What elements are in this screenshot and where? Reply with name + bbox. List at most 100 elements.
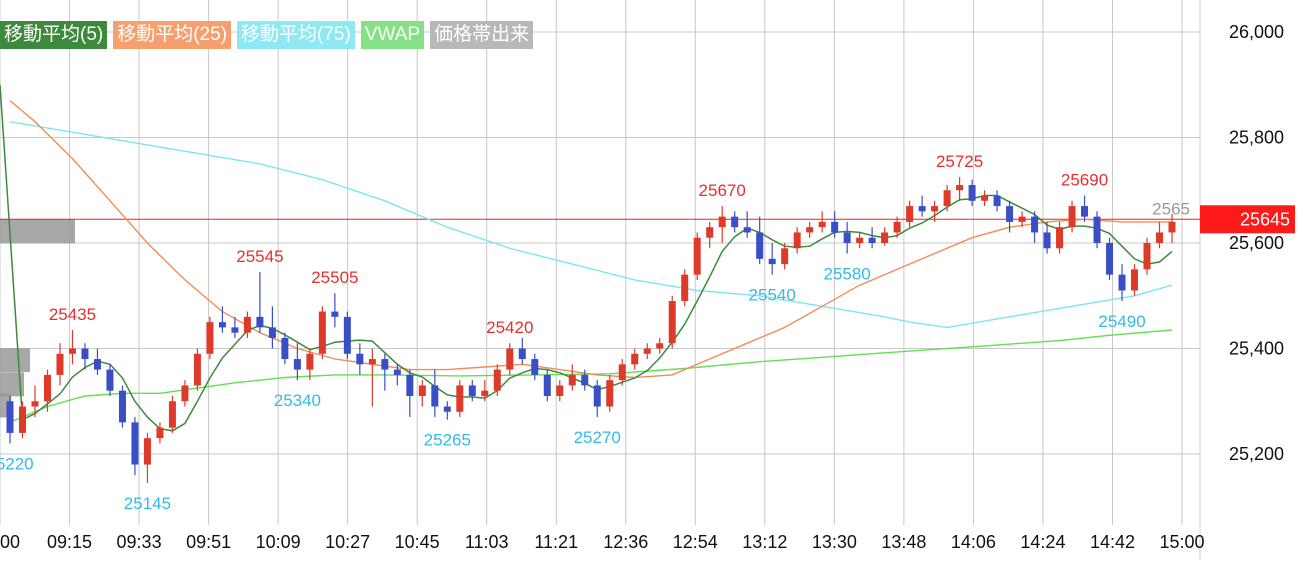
candle[interactable] [868,227,876,249]
candle[interactable] [1143,237,1151,275]
candle[interactable] [943,184,951,212]
candle[interactable] [1168,213,1176,243]
candle[interactable] [6,395,14,444]
candle[interactable] [806,221,814,238]
candle[interactable] [181,380,189,407]
candle[interactable] [456,380,464,418]
candle[interactable] [631,348,639,370]
candle[interactable] [1118,264,1126,302]
candle[interactable] [306,348,314,381]
candle[interactable] [656,337,664,354]
candle[interactable] [43,369,51,412]
candle[interactable] [281,332,289,365]
candle[interactable] [231,316,239,338]
candle[interactable] [31,385,39,418]
candle[interactable] [143,432,151,484]
candle[interactable] [568,364,576,391]
candle[interactable] [556,380,564,402]
candle[interactable] [681,269,689,307]
legend-item-volume-profile[interactable]: 価格帯出来 [430,21,534,49]
candle[interactable] [693,232,701,280]
candle[interactable] [531,353,539,381]
candle[interactable] [81,343,89,370]
candle[interactable] [1106,237,1114,280]
candle[interactable] [981,190,989,207]
candle[interactable] [93,348,101,375]
candle[interactable] [743,211,751,238]
candle[interactable] [268,306,276,349]
candle[interactable] [1131,264,1139,296]
candle[interactable] [781,243,789,270]
candle[interactable] [431,369,439,418]
candle[interactable] [381,353,389,391]
candle[interactable] [906,200,914,228]
candle[interactable] [706,221,714,249]
candles[interactable] [6,177,1176,484]
candle[interactable] [793,227,801,254]
candle[interactable] [106,364,114,396]
candle[interactable] [243,311,251,338]
candle[interactable] [1043,221,1051,254]
candle[interactable] [393,364,401,386]
candle[interactable] [1006,200,1014,233]
legend-item-ma5[interactable]: 移動平均(5) [0,21,108,49]
candle[interactable] [768,243,776,275]
candle[interactable] [756,216,764,265]
candle[interactable] [643,343,651,360]
candle[interactable] [293,343,301,381]
candle[interactable] [318,306,326,360]
candle[interactable] [443,401,451,420]
candle[interactable] [818,211,826,233]
candle[interactable] [1081,195,1089,222]
candle[interactable] [1156,221,1164,249]
candle[interactable] [543,369,551,402]
candle[interactable] [843,221,851,254]
candle[interactable] [68,330,76,365]
candle[interactable] [406,369,414,418]
candle[interactable] [56,343,64,386]
candle[interactable] [731,211,739,233]
candle[interactable] [581,369,589,391]
candle[interactable] [1031,211,1039,243]
candle[interactable] [956,177,964,201]
candle[interactable] [331,293,339,328]
candle[interactable] [668,295,676,349]
candle[interactable] [918,195,926,217]
legend-item-ma75[interactable]: 移動平均(75) [237,21,355,49]
candle[interactable] [831,211,839,238]
candle[interactable] [968,179,976,207]
candle[interactable] [606,374,614,412]
candle[interactable] [168,395,176,433]
candle[interactable] [1068,200,1076,233]
candle[interactable] [718,206,726,243]
candle[interactable] [206,316,214,360]
candle[interactable] [218,306,226,333]
candle[interactable] [856,232,864,249]
candle[interactable] [618,359,626,386]
candle[interactable] [131,417,139,476]
candle[interactable] [343,311,351,360]
candle[interactable] [931,200,939,222]
candle[interactable] [881,227,889,246]
candle[interactable] [1018,211,1026,228]
candle[interactable] [418,380,426,407]
candle[interactable] [1056,221,1064,254]
candle[interactable] [893,216,901,238]
candle[interactable] [993,190,1001,212]
candle[interactable] [518,337,526,365]
candle[interactable] [193,348,201,391]
candle[interactable] [156,422,164,444]
candle[interactable] [1093,211,1101,249]
legend-item-ma25[interactable]: 移動平均(25) [113,21,232,49]
candle[interactable] [506,343,514,375]
candle[interactable] [593,380,601,418]
candle[interactable] [356,343,364,375]
candle[interactable] [368,348,376,407]
candle[interactable] [18,401,26,439]
legend-item-vwap[interactable]: VWAP [360,21,425,49]
candle[interactable] [468,380,476,402]
candle[interactable] [118,385,126,428]
candle[interactable] [493,364,501,396]
candle[interactable] [481,380,489,402]
